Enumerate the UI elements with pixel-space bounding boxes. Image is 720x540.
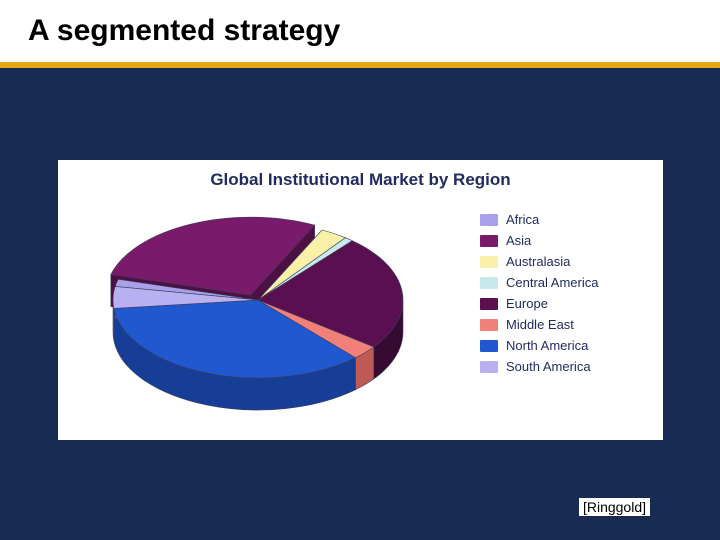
legend-label: Central America: [506, 275, 598, 290]
legend-swatch: [480, 340, 498, 352]
legend-swatch: [480, 214, 498, 226]
chart-panel: Global Institutional Market by Region Af…: [58, 160, 663, 440]
legend-label: North America: [506, 338, 588, 353]
legend-item: South America: [480, 359, 645, 374]
title-bar: A segmented strategy: [0, 0, 720, 62]
accent-stripe: [0, 62, 720, 68]
legend-swatch: [480, 256, 498, 268]
legend-item: Africa: [480, 212, 645, 227]
slide-title: A segmented strategy: [28, 14, 720, 48]
legend-label: Australasia: [506, 254, 570, 269]
chart-body: Africa Asia Australasia Central America Euro…: [58, 190, 663, 430]
legend-swatch: [480, 319, 498, 331]
citation: [Ringgold]: [579, 498, 650, 516]
legend-label: Middle East: [506, 317, 574, 332]
legend-swatch: [480, 298, 498, 310]
legend-item: Europe: [480, 296, 645, 311]
slide-root: A segmented strategy Global Institutiona…: [0, 0, 720, 540]
legend-item: Central America: [480, 275, 645, 290]
legend-item: Australasia: [480, 254, 645, 269]
legend-item: Middle East: [480, 317, 645, 332]
legend-item: Asia: [480, 233, 645, 248]
chart-title: Global Institutional Market by Region: [58, 170, 663, 190]
legend-label: South America: [506, 359, 591, 374]
pie-chart: [78, 200, 438, 420]
legend-swatch: [480, 361, 498, 373]
chart-legend: Africa Asia Australasia Central America Euro…: [480, 212, 645, 380]
legend-swatch: [480, 235, 498, 247]
legend-label: Africa: [506, 212, 539, 227]
legend-item: North America: [480, 338, 645, 353]
legend-label: Asia: [506, 233, 531, 248]
legend-label: Europe: [506, 296, 548, 311]
legend-swatch: [480, 277, 498, 289]
